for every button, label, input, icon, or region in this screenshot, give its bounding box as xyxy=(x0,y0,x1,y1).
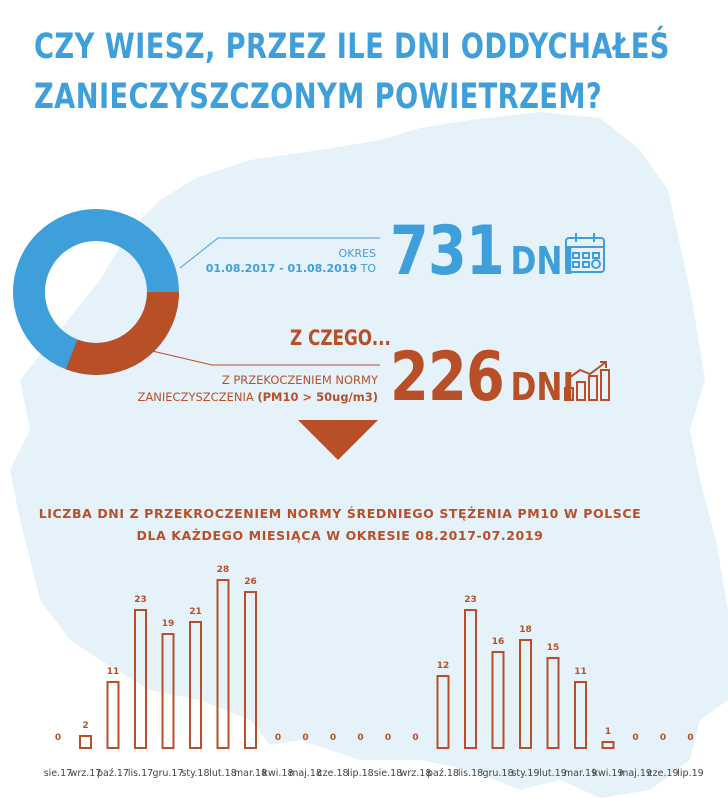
bar-paź.18 xyxy=(436,675,450,749)
data-label-cze.18: 0 xyxy=(330,733,336,743)
headline-line-2: ZANIECZYSZCZONYM POWIETRZEM? xyxy=(34,77,603,117)
data-label-lip.19: 0 xyxy=(687,733,693,743)
exceed-total-unit: DNI xyxy=(510,365,575,409)
data-label-kwi.18: 0 xyxy=(275,733,281,743)
tick-label-lis.17: lis.17 xyxy=(128,768,153,779)
headline: CZY WIESZ, PRZEZ ILE DNI ODDYCHAŁEŚ ZANI… xyxy=(34,22,670,122)
exceed-total: 226 DNI xyxy=(390,338,574,417)
tick-label-gru.18: gru.18 xyxy=(482,768,513,779)
tick-label-lut.18: lut.18 xyxy=(209,768,237,779)
data-label-sie.18: 0 xyxy=(385,733,391,743)
tick-label-wrz.17: wrz.17 xyxy=(70,768,102,779)
exceed-label-line-2: ZANIECZYSZCZENIA xyxy=(137,390,254,404)
data-label-gru.17: 19 xyxy=(162,619,175,629)
tick-label-paź.17: paź.17 xyxy=(97,768,129,779)
tick-label-lip.19: lip.19 xyxy=(677,768,703,779)
bar-gru.18 xyxy=(491,651,505,749)
tick-label-maj.19: maj.19 xyxy=(619,768,652,779)
data-label-maj.19: 0 xyxy=(632,733,638,743)
exceed-label-line-1: Z PRZEKOCZENIEM NORMY xyxy=(221,373,378,387)
bar-mar.19 xyxy=(574,681,587,749)
tick-label-cze.19: cze.19 xyxy=(647,768,678,779)
bar-sty.19 xyxy=(519,639,532,749)
tick-label-mar.18: mar.18 xyxy=(234,768,267,779)
headline-line-1: CZY WIESZ, PRZEZ ILE DNI ODDYCHAŁEŚ xyxy=(34,27,670,67)
data-label-sie.17: 0 xyxy=(55,733,61,743)
exceed-total-value: 226 xyxy=(390,338,505,417)
period-dates: 01.08.2017 - 01.08.2019 xyxy=(205,262,358,275)
donut-chart xyxy=(13,209,179,375)
donut-part-arc xyxy=(13,209,179,375)
data-label-kwi.19: 1 xyxy=(605,727,611,737)
tick-label-maj.18: maj.18 xyxy=(289,768,322,779)
bar-lut.19 xyxy=(546,657,560,749)
bar-paź.17 xyxy=(106,681,120,749)
period-total-unit: DNI xyxy=(510,239,575,283)
period-label-title: OKRES xyxy=(338,247,376,260)
tick-label-lut.19: lut.19 xyxy=(539,768,567,779)
bar-gru.17 xyxy=(161,633,175,749)
z-czego-label: Z CZEGO... xyxy=(290,326,391,350)
data-label-mar.18: 26 xyxy=(244,577,257,587)
bar-kwi.19 xyxy=(601,741,615,749)
bar-lis.18 xyxy=(464,609,477,749)
tick-label-cze.18: cze.18 xyxy=(317,768,348,779)
chart-title-line-2: DLA KAŻDEGO MIESIĄCA W OKRESIE 08.2017-0… xyxy=(136,528,544,543)
tick-label-kwi.19: kwi.19 xyxy=(592,768,623,779)
bar-chart: 0 sie.17 2 wrz.17 11 paź.17 23 lis.17 19 gru.17 21… xyxy=(44,565,704,779)
data-label-lip.18: 0 xyxy=(357,733,363,743)
tick-label-lis.18: lis.18 xyxy=(458,768,483,779)
period-total: 731 DNI xyxy=(390,212,574,291)
bar-mar.18 xyxy=(244,591,257,749)
tick-label-wrz.18: wrz.18 xyxy=(400,768,432,779)
tick-label-lip.18: lip.18 xyxy=(347,768,373,779)
data-label-sty.18: 21 xyxy=(189,607,202,617)
data-label-lis.17: 23 xyxy=(134,595,147,605)
data-label-lut.19: 15 xyxy=(547,643,560,653)
tick-label-paź.18: paź.18 xyxy=(427,768,459,779)
exceed-label: Z PRZEKOCZENIEM NORMY ZANIECZYSZCZENIA (… xyxy=(112,372,378,406)
period-total-value: 731 xyxy=(390,212,505,291)
data-label-lut.18: 28 xyxy=(217,565,230,575)
tick-label-sie.18: sie.18 xyxy=(374,768,403,779)
bar-lut.18 xyxy=(216,579,230,749)
exceed-label-paren: (PM10 > 50ug/m3) xyxy=(257,390,378,404)
period-label: OKRES 01.08.2017 - 01.08.2019 TO xyxy=(190,246,376,276)
tick-label-sty.19: sty.19 xyxy=(511,768,539,779)
tick-label-gru.17: gru.17 xyxy=(152,768,183,779)
data-label-paź.18: 12 xyxy=(437,661,450,671)
bar-lis.17 xyxy=(134,609,147,749)
tick-label-mar.19: mar.19 xyxy=(564,768,597,779)
bar-wrz.17 xyxy=(79,735,92,749)
data-label-maj.18: 0 xyxy=(302,733,308,743)
data-label-mar.19: 11 xyxy=(574,667,587,677)
bar-sty.18 xyxy=(189,621,202,749)
period-to: TO xyxy=(360,262,376,275)
data-label-wrz.18: 0 xyxy=(412,733,418,743)
data-label-lis.18: 23 xyxy=(464,595,477,605)
tick-label-sie.17: sie.17 xyxy=(44,768,73,779)
chart-title-line-1: LICZBA DNI Z PRZEKROCZENIEM NORMY ŚREDNI… xyxy=(38,506,642,521)
data-label-wrz.17: 2 xyxy=(82,721,88,731)
data-label-gru.18: 16 xyxy=(492,637,505,647)
tick-label-sty.18: sty.18 xyxy=(181,768,209,779)
data-label-sty.19: 18 xyxy=(519,625,532,635)
data-label-paź.17: 11 xyxy=(107,667,120,677)
tick-label-kwi.18: kwi.18 xyxy=(262,768,293,779)
data-label-cze.19: 0 xyxy=(660,733,666,743)
